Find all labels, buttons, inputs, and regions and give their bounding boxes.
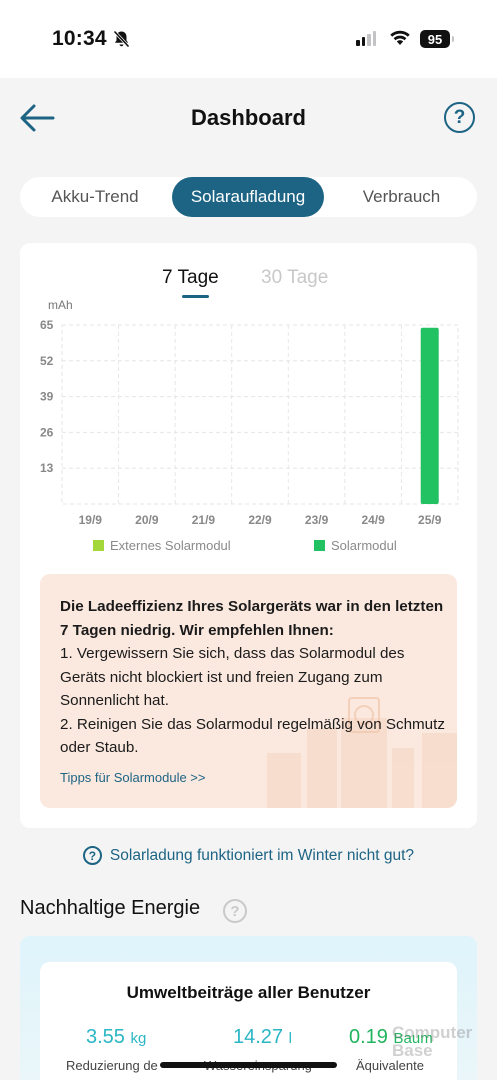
x-tick-label: 20/9 (135, 513, 159, 527)
period-7-days[interactable]: 7 Tage (162, 267, 219, 288)
metric-co2-label: Reduzierung de (66, 1058, 158, 1073)
city-illustration (267, 697, 457, 808)
y-axis-unit: mAh (48, 298, 73, 312)
tab-verbrauch[interactable]: Verbrauch (362, 187, 441, 206)
question-circle-icon: ? (82, 846, 102, 865)
section-help-icon[interactable]: ? (223, 899, 247, 923)
solar-tips-link[interactable]: Tipps für Solarmodule >> (60, 770, 206, 785)
watermark-logo: Computer Base (392, 1023, 473, 1060)
metric-co2: 3.55 kg (86, 1026, 146, 1049)
battery-indicator: 95 (420, 30, 450, 48)
wifi-icon (389, 28, 411, 51)
plot-frame (61, 324, 459, 505)
winter-link-label: Solarladung funktioniert im Winter nicht… (109, 846, 415, 864)
bar-solarmodul-25-9 (420, 327, 439, 504)
cellular-signal-icon (356, 31, 376, 46)
bell-muted-icon (113, 30, 130, 53)
metric-trees-value: 0.19 (349, 1026, 388, 1048)
y-tick-label: 52 (40, 354, 54, 368)
legend-swatch-externes (93, 540, 104, 551)
y-tick-label: 13 (40, 461, 54, 475)
legend-solarmodul: Solarmodul (314, 538, 397, 553)
app-header: Dashboard ? (0, 78, 497, 160)
home-indicator[interactable] (160, 1062, 337, 1068)
y-tick-label: 39 (40, 390, 54, 404)
impact-title: Umweltbeiträge aller Benutzer (126, 983, 371, 1002)
page-title: Dashboard (191, 105, 306, 130)
metric-trees-label: Äquivalente (356, 1058, 424, 1073)
battery-nub (452, 36, 454, 42)
x-tick-label: 22/9 (248, 513, 272, 527)
legend-swatch-solarmodul (314, 540, 325, 551)
x-tick-label: 21/9 (192, 513, 216, 527)
y-tick-label: 26 (40, 425, 54, 439)
tab-solaraufladung[interactable]: Solaraufladung (172, 177, 324, 217)
section-title: Nachhaltige Energie (20, 897, 201, 919)
x-tick-label: 25/9 (418, 513, 442, 527)
metric-co2-unit: kg (130, 1030, 147, 1047)
efficiency-tip-box: Die Ladeeffizienz Ihres Solargeräts war … (40, 574, 457, 808)
metric-water-value: 14.27 (233, 1026, 284, 1048)
tip-line-1: 1. Vergewissern Sie sich, dass das Solar… (60, 645, 405, 709)
x-tick-label: 19/9 (79, 513, 103, 527)
tip-heading: Die Ladeeffizienz Ihres Solargeräts war … (60, 598, 444, 639)
metric-trees-unit: Baum (393, 1030, 433, 1047)
metric-co2-value: 3.55 (86, 1026, 125, 1048)
solar-chart-card: 7 Tage 30 Tage mAh 65 52 39 26 13 19/9 20/9 21/9… (20, 243, 477, 828)
active-period-indicator (182, 295, 209, 298)
impact-background: Umweltbeiträge aller Benutzer 3.55 kg 14… (20, 936, 477, 1080)
bar-chart: mAh 65 52 39 26 13 19/9 20/9 21/9 22/9 23/9 24/9 25/… (40, 298, 459, 527)
tab-bar: Akku-Trend Solaraufladung Verbrauch (20, 177, 477, 217)
tab-akku-trend[interactable]: Akku-Trend (51, 187, 139, 206)
metric-water-unit: l (288, 1030, 292, 1047)
impact-card: Umweltbeiträge aller Benutzer 3.55 kg 14… (40, 962, 457, 1080)
period-30-days[interactable]: 30 Tage (261, 267, 329, 288)
y-tick-label: 65 (40, 318, 54, 332)
metric-trees: 0.19 Baum (349, 1026, 433, 1049)
x-tick-label: 24/9 (361, 513, 385, 527)
x-tick-label: 23/9 (305, 513, 329, 527)
back-arrow-icon[interactable] (18, 100, 56, 136)
legend-externes-solarmodul: Externes Solarmodul (93, 538, 231, 553)
legend-label-solarmodul: Solarmodul (331, 538, 397, 553)
metric-water: 14.27 l (233, 1026, 292, 1049)
help-icon[interactable]: ? (444, 102, 475, 133)
tip-line-2: 2. Reinigen Sie das Solarmodul regelmäßi… (60, 715, 445, 757)
status-bar: 10:34 95 (0, 0, 497, 78)
winter-help-link[interactable]: ? Solarladung funktioniert im Winter nic… (0, 846, 497, 865)
legend-label-externes: Externes Solarmodul (110, 538, 231, 553)
tip-text: Die Ladeeffizienz Ihres Solargeräts war … (60, 595, 445, 760)
status-time: 10:34 (52, 27, 107, 50)
